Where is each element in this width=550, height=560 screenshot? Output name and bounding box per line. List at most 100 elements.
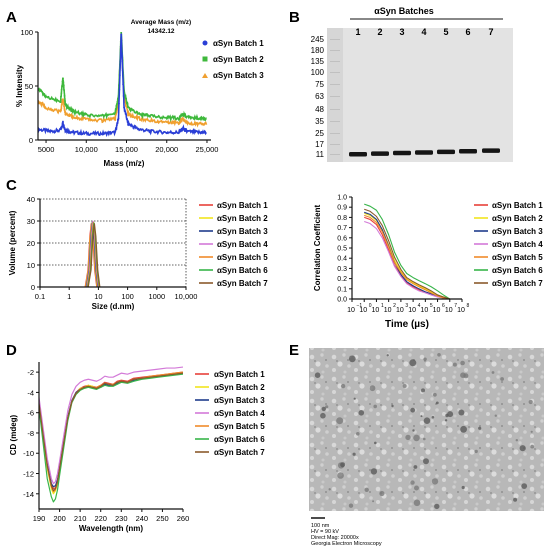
gel-lane-label: 4: [421, 27, 426, 37]
panel-a-point-batch-2: [98, 115, 101, 117]
panel-c-right-x-tick-exponent: 1: [381, 303, 384, 309]
panel-a-point-batch-2: [180, 114, 183, 117]
panel-a-point-batch-2: [160, 116, 163, 119]
panel-c-left-legend: αSyn Batch 1 αSyn Batch 2 αSyn Batch 3 αSyn…: [199, 201, 268, 288]
panel-a-point-batch-1: [118, 74, 121, 77]
panel-a-point-batch-3: [187, 122, 190, 125]
panel-d-y-label: CD (mdeg): [9, 414, 18, 455]
panel-a-point-batch-3: [198, 122, 200, 125]
panel-a-point-batch-3: [135, 115, 138, 118]
panel-d-y-tick-label: -4: [27, 388, 34, 397]
em-particle: [353, 397, 356, 400]
panel-label-d: D: [6, 342, 17, 359]
panel-a-point-batch-3: [179, 118, 182, 121]
panel-a-point-batch-2: [85, 113, 88, 115]
panel-a-point-batch-1: [39, 129, 41, 131]
panel-a-point-batch-3: [39, 102, 42, 104]
panel-a-point-batch-2: [120, 32, 123, 33]
panel-a-point-batch-3: [45, 107, 47, 110]
gel-marker-label: 35: [315, 117, 324, 126]
panel-a-point-batch-2: [101, 113, 104, 116]
panel-a-point-batch-2: [187, 116, 190, 119]
panel-a-point-batch-2: [77, 110, 80, 113]
panel-a-point-batch-3: [185, 121, 188, 124]
panel-a-y-tick-label: 0: [29, 136, 33, 145]
em-particle: [461, 485, 465, 490]
panel-c-size-line-batch-7: [87, 223, 101, 287]
panel-c-right-legend-label: αSyn Batch 4: [492, 240, 543, 249]
panel-c-right-x-tick-exponent: 5: [430, 303, 433, 309]
panel-a-point-batch-1: [65, 130, 68, 133]
panel-a-point-batch-1: [119, 60, 122, 63]
panel-c-right-y-tick-label: 0.6: [337, 235, 347, 242]
panel-a-point-batch-2: [165, 117, 168, 120]
panel-a-point-batch-3: [64, 111, 66, 114]
panel-a-point-batch-1: [88, 134, 90, 136]
panel-b-gel: αSyn Batches 1 2 3 4 5 6 7 245 180 135 100 75 63 48 3…: [311, 6, 513, 162]
panel-a-point-batch-2: [64, 100, 66, 102]
panel-a-x-tick-label: 5000: [38, 145, 55, 154]
panel-a-y-tick-label: 100: [20, 28, 33, 37]
panel-d-x-tick-label: 260: [177, 514, 190, 523]
panel-c-left-legend-label: αSyn Batch 5: [217, 253, 268, 262]
panel-d-line-batch-6: [39, 373, 183, 503]
panel-a-point-batch-1: [194, 129, 196, 132]
panel-a-point-batch-1: [81, 133, 84, 136]
em-particle: [435, 401, 439, 405]
panel-c-right-legend-label: αSyn Batch 5: [492, 253, 543, 262]
panel-a-point-batch-3: [62, 98, 64, 101]
panel-d-circular-dichroism: 190 200 210 220 230 240 250 260 -2 -4 -6 -8 -10 -12 -1…: [9, 362, 265, 533]
panel-a-point-batch-2: [163, 116, 165, 119]
panel-a-point-batch-1: [105, 133, 108, 136]
panel-c-size-distribution: 0.1 1 10 100 1000 10,000 0 10 20 30 40 Volume (per…: [8, 195, 268, 311]
gel-marker-label: 48: [315, 105, 324, 114]
em-particle: [414, 485, 419, 491]
panel-c-right-legend-label: αSyn Batch 7: [492, 279, 543, 288]
panel-d-x-tick-label: 200: [53, 514, 66, 523]
panel-a-point-batch-3: [68, 114, 71, 116]
panel-a-point-batch-1: [64, 128, 66, 131]
panel-a-point-batch-1: [185, 131, 188, 133]
panel-a-point-batch-3: [200, 123, 203, 125]
em-caption-scale: 100 nm: [311, 523, 330, 529]
gel-marker-label: 135: [311, 57, 325, 66]
panel-c-right-x-tick-exponent: 0: [369, 303, 372, 309]
panel-a-point-batch-3: [60, 107, 63, 110]
panel-c-right-x-tick-label: 10: [433, 307, 441, 314]
panel-a-point-batch-3: [38, 102, 41, 105]
panel-a-point-batch-1: [132, 126, 135, 129]
panel-c-left-legend-label: αSyn Batch 1: [217, 201, 268, 210]
panel-c-right-x-tick-label: 10: [420, 307, 428, 314]
panel-d-legend-label: αSyn Batch 7: [214, 448, 265, 457]
panel-a-point-batch-2: [62, 77, 64, 80]
panel-a-point-batch-1: [204, 132, 207, 135]
panel-d-series: [39, 366, 183, 503]
gel-lanes: 1 2 3 4 5 6 7: [349, 27, 500, 157]
panel-a-point-batch-3: [63, 105, 66, 108]
panel-c-right-x-tick-label: 10: [384, 307, 392, 314]
panel-a-point-batch-2: [203, 117, 206, 119]
gel-marker-label: 25: [315, 129, 324, 138]
panel-a-point-batch-1: [114, 130, 117, 133]
panel-c-right-x-tick-exponent: 7: [454, 303, 457, 309]
panel-a-point-batch-2: [134, 111, 136, 114]
panel-a-point-batch-3: [171, 120, 174, 123]
panel-d-line-batch-2: [39, 372, 183, 495]
panel-a-annotation-value: 14342.12: [147, 28, 174, 35]
panel-d-y-tick-label: -8: [27, 429, 34, 438]
panel-d-y-tick-label: -2: [27, 368, 34, 377]
gel-band-lane-7: [482, 148, 500, 153]
panel-a-point-batch-3: [90, 118, 93, 121]
panel-a-point-batch-2: [62, 84, 65, 87]
panel-a-point-batch-2: [189, 117, 192, 120]
panel-label-b: B: [289, 9, 300, 26]
panel-a-point-batch-1: [124, 111, 127, 114]
panel-a-point-batch-3: [77, 117, 80, 119]
panel-a-point-batch-2: [57, 99, 60, 102]
em-particle: [410, 407, 416, 413]
panel-a-point-batch-1: [71, 131, 74, 134]
panel-a-point-batch-2: [81, 113, 84, 116]
panel-a-y-label: % Intensity: [15, 64, 24, 107]
panel-a-point-batch-2: [59, 101, 62, 104]
